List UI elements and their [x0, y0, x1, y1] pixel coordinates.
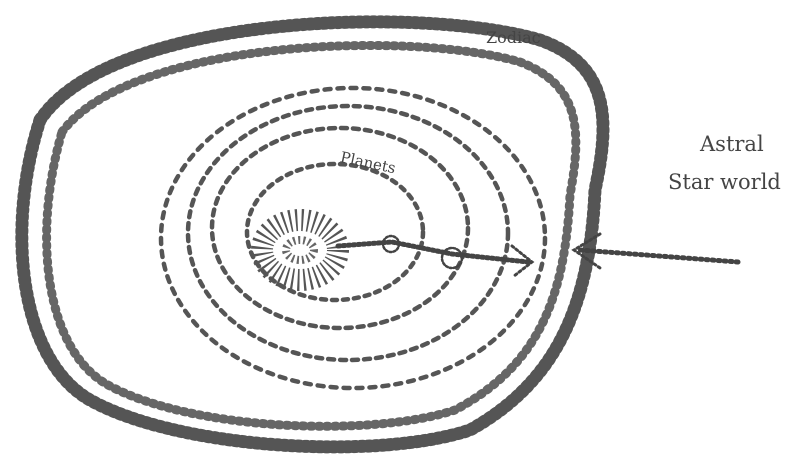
stream-line: [335, 239, 531, 265]
astral-arrowhead: [571, 232, 602, 270]
planet-ring-1: [244, 161, 426, 303]
earth: [251, 209, 349, 291]
stream-circle-1: [381, 234, 401, 254]
planet-ring-4: [158, 85, 548, 391]
star-world-label: Star world: [668, 170, 781, 194]
zodiac-belt-inner: [42, 41, 581, 431]
earth-body: [251, 209, 349, 291]
zodiac-label: Zodiac: [486, 28, 541, 47]
astral-arrow-line: [577, 247, 741, 265]
stream-circle-2: [440, 246, 464, 270]
astral-arrow: [571, 232, 741, 270]
astral-label: Astral: [700, 132, 764, 156]
earth-core: [282, 236, 318, 264]
planet-ring-3: [185, 103, 511, 363]
astral-stream: [335, 234, 535, 278]
zodiac-belt-outer: [15, 15, 610, 454]
planet-spheres: [158, 85, 548, 391]
zodiac-belt: [15, 15, 610, 454]
planet-ring-2: [209, 125, 471, 331]
stream-arrowhead: [510, 244, 535, 278]
